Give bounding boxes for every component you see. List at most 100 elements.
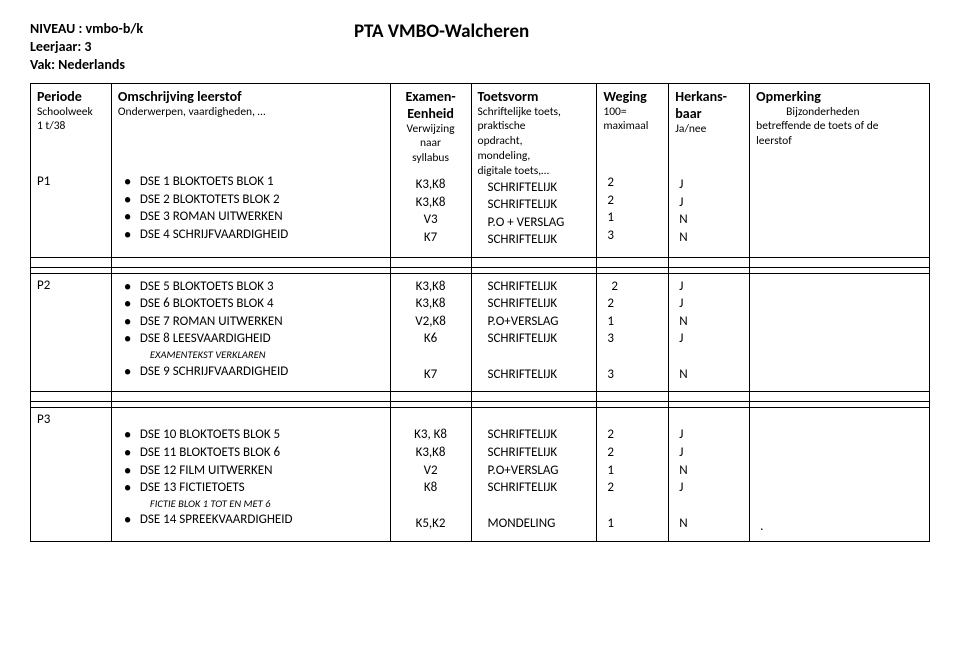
- cell-value: SCHRIFTELIJK: [478, 330, 591, 348]
- list-item: DSE 1 BLOKTOETS BLOK 1: [122, 173, 384, 191]
- cell-value: N: [675, 229, 743, 247]
- cell-value: K3, K8: [397, 426, 465, 444]
- col-header-toets: Toetsvorm Schriftelijke toets, praktisch…: [471, 83, 597, 257]
- p2-herkans: J J N J N: [675, 278, 743, 384]
- cell-value: 3: [603, 366, 662, 384]
- cell-value: J: [675, 194, 743, 212]
- cell-value: V2: [397, 462, 465, 480]
- cell-value: MONDELING: [478, 515, 591, 533]
- cell-value: 2: [603, 278, 662, 296]
- cell-value: K6: [397, 330, 465, 348]
- cell-value: J: [675, 330, 743, 348]
- cell-value: 1: [603, 313, 662, 331]
- cell-value: K3,K8: [397, 176, 465, 194]
- page-header: NIVEAU : vmbo-b/k Leerjaar: 3 Vak: Neder…: [30, 20, 930, 75]
- cell-value: N: [675, 462, 743, 480]
- p3-weging: 2 2 1 2 1: [603, 426, 662, 532]
- p2-items: DSE 5 BLOKTOETS BLOK 3 DSE 6 BLOKTOETS B…: [118, 278, 384, 380]
- cell-value: P.O+VERSLAG: [478, 462, 591, 480]
- cell-value: V3: [397, 211, 465, 229]
- cell-value: J: [675, 176, 743, 194]
- list-item: DSE 11 BLOKTOETS BLOK 6: [122, 444, 384, 462]
- cell-value: K8: [397, 479, 465, 497]
- cell-value: J: [675, 426, 743, 444]
- cell-value: N: [675, 366, 743, 384]
- cell-value: K7: [397, 366, 465, 384]
- cell-value: K3,K8: [397, 444, 465, 462]
- cell-value: SCHRIFTELIJK: [478, 179, 591, 197]
- cell-value: K3,K8: [397, 295, 465, 313]
- cell-value: SCHRIFTELIJK: [478, 295, 591, 313]
- p2-weging: 2 2 1 3 3: [603, 278, 662, 384]
- spacer-row: [31, 257, 930, 267]
- list-item: DSE 5 BLOKTOETS BLOK 3: [122, 278, 384, 296]
- cell-value: N: [675, 313, 743, 331]
- list-item-sub: EXAMENTEKST VERKLAREN: [122, 348, 384, 363]
- list-item-sub: FICTIE BLOK 1 TOT EN MET 6: [122, 497, 384, 512]
- cell-value: 2: [603, 174, 662, 192]
- col-header-opmerking: Opmerking Bijzonderheden betreffende de …: [750, 83, 930, 257]
- p2-row: P2 DSE 5 BLOKTOETS BLOK 3 DSE 6 BLOKTOET…: [31, 273, 930, 392]
- list-item: DSE 13 FICTIETOETS: [122, 479, 384, 497]
- cell-value: SCHRIFTELIJK: [478, 196, 591, 214]
- leerjaar-label: Leerjaar:: [30, 38, 81, 55]
- cell-value: N: [675, 211, 743, 229]
- p2-examen: K3,K8 K3,K8 V2,K8 K6 K7: [397, 278, 465, 384]
- cell-value: SCHRIFTELIJK: [478, 231, 591, 249]
- page-title: PTA VMBO-Walcheren: [354, 20, 930, 43]
- cell-value: K5,K2: [397, 515, 465, 533]
- cell-value: SCHRIFTELIJK: [478, 366, 591, 384]
- cell-value: V2,K8: [397, 313, 465, 331]
- col-header-periode: Periode Schoolweek 1 t/38 P1: [31, 83, 112, 257]
- list-item: DSE 6 BLOKTOETS BLOK 4: [122, 295, 384, 313]
- opmerking-dot: .: [756, 516, 923, 533]
- p1-herkans: J J N N: [675, 176, 743, 246]
- cell-value: K7: [397, 229, 465, 247]
- list-item: DSE 2 BLOKTOTETS BLOK 2: [122, 191, 384, 209]
- cell-value: J: [675, 278, 743, 296]
- p3-opmerking: .: [750, 408, 930, 542]
- cell-value: 1: [603, 209, 662, 227]
- col-header-examen: Examen- Eenheid Verwijzing naar syllabus…: [390, 83, 471, 257]
- cell-value: P.O + VERSLAG: [478, 214, 591, 232]
- p3-examen: K3, K8 K3,K8 V2 K8 K5,K2: [397, 426, 465, 532]
- header-title-wrap: PTA VMBO-Walcheren: [354, 20, 930, 47]
- list-item: DSE 10 BLOKTOETS BLOK 5: [122, 426, 384, 444]
- p1-weging: 2 2 1 3: [603, 174, 662, 244]
- cell-value: 2: [603, 295, 662, 313]
- cell-value: P.O+VERSLAG: [478, 313, 591, 331]
- p1-toets: SCHRIFTELIJK SCHRIFTELIJK P.O + VERSLAG …: [478, 179, 591, 249]
- cell-value: J: [675, 479, 743, 497]
- cell-value: SCHRIFTELIJK: [478, 479, 591, 497]
- col-header-herkans: Herkans- baar Ja/nee J J N N: [669, 83, 750, 257]
- spacer-row: [31, 392, 930, 402]
- leerjaar-value: 3: [84, 38, 91, 55]
- col-header-omschrijving: Omschrijving leerstof Onderwerpen, vaard…: [111, 83, 390, 257]
- p3-label: P3: [37, 412, 105, 427]
- cell-value: 1: [603, 462, 662, 480]
- pta-table: Periode Schoolweek 1 t/38 P1 Omschrijvin…: [30, 83, 930, 543]
- cell-value: SCHRIFTELIJK: [478, 426, 591, 444]
- p3-herkans: J J N J N: [675, 426, 743, 532]
- p3-items: DSE 10 BLOKTOETS BLOK 5 DSE 11 BLOKTOETS…: [118, 426, 384, 528]
- list-item: DSE 8 LEESVAARDIGHEID: [122, 330, 384, 348]
- cell-value: J: [675, 444, 743, 462]
- cell-value: 1: [603, 515, 662, 533]
- cell-value: SCHRIFTELIJK: [478, 444, 591, 462]
- p2-opmerking: [750, 273, 930, 392]
- cell-value: 3: [603, 227, 662, 245]
- list-item: DSE 7 ROMAN UITWERKEN: [122, 313, 384, 331]
- cell-value: K3,K8: [397, 194, 465, 212]
- cell-value: J: [675, 295, 743, 313]
- list-item: DSE 4 SCHRIJFVAARDIGHEID: [122, 226, 384, 244]
- cell-value: SCHRIFTELIJK: [478, 278, 591, 296]
- p3-row: P3 DSE 10 BLOKTOETS BLOK 5 DSE 11 BLOKTO…: [31, 408, 930, 542]
- p2-label: P2: [37, 278, 105, 293]
- p1-examen: K3,K8 K3,K8 V3 K7: [397, 176, 465, 246]
- cell-value: 2: [603, 479, 662, 497]
- cell-value: 2: [603, 192, 662, 210]
- vak-value: Nederlands: [58, 56, 125, 73]
- p2-toets: SCHRIFTELIJK SCHRIFTELIJK P.O+VERSLAG SC…: [478, 278, 591, 384]
- header-and-p1-row: Periode Schoolweek 1 t/38 P1 Omschrijvin…: [31, 83, 930, 257]
- vak-label: Vak:: [30, 56, 55, 73]
